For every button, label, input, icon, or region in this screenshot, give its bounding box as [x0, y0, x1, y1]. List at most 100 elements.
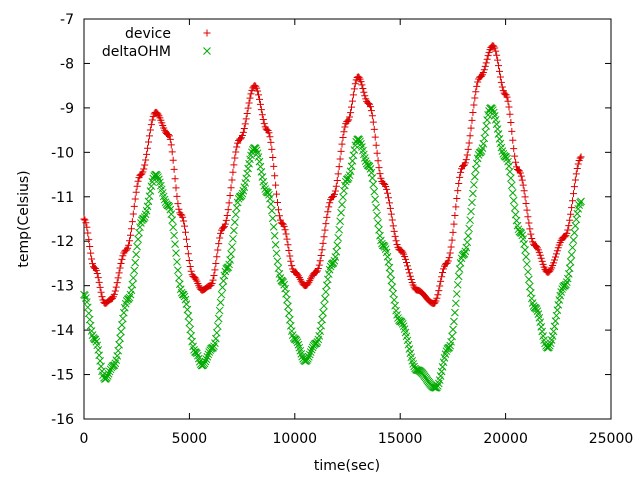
- data-point: [131, 195, 139, 203]
- data-point: [144, 144, 152, 152]
- data-point: [370, 125, 378, 133]
- data-point: [516, 169, 524, 177]
- data-point: [155, 175, 163, 184]
- data-point: [268, 214, 277, 223]
- data-point: [570, 228, 579, 237]
- data-point: [115, 340, 123, 349]
- data-point: [97, 288, 105, 296]
- data-point: [538, 327, 547, 336]
- data-point: [183, 305, 192, 314]
- data-point: [454, 272, 463, 281]
- data-point: [496, 73, 504, 81]
- x-tick-label: 0: [80, 431, 89, 447]
- data-point: [313, 338, 322, 346]
- data-point: [434, 291, 442, 299]
- data-point: [577, 153, 585, 161]
- data-point: [333, 177, 341, 185]
- data-point: [538, 257, 546, 265]
- data-point: [326, 199, 334, 207]
- data-point: [257, 168, 266, 176]
- data-point: [173, 192, 181, 200]
- data-point: [212, 328, 221, 337]
- data-point: [266, 133, 274, 141]
- data-point: [356, 137, 364, 146]
- data-point: [481, 128, 490, 137]
- plot-frame: [83, 18, 612, 420]
- data-point: [346, 113, 354, 121]
- data-point: [448, 236, 456, 244]
- data-point: [481, 62, 489, 70]
- data-point: [468, 116, 476, 124]
- data-point: [467, 124, 475, 132]
- y-tick-label: -14: [51, 323, 74, 339]
- data-point: [281, 226, 289, 234]
- data-point: [371, 133, 379, 141]
- data-point: [332, 247, 341, 256]
- data-point: [576, 154, 584, 162]
- data-point: [82, 219, 90, 227]
- data-point: [133, 242, 141, 251]
- data-point: [87, 249, 95, 257]
- y-axis-label: temp(Celsius): [16, 170, 32, 267]
- data-point: [264, 188, 272, 197]
- data-point: [573, 164, 581, 172]
- data-point: [319, 308, 327, 317]
- data-point: [495, 134, 504, 143]
- data-point: [445, 343, 454, 352]
- data-point: [211, 266, 219, 274]
- data-point: [142, 156, 150, 164]
- data-point: [113, 279, 121, 287]
- data-point: [282, 230, 290, 238]
- data-point: [317, 321, 326, 330]
- x-tick-label: 15000: [378, 431, 423, 447]
- data-point: [154, 173, 162, 181]
- data-point: [228, 242, 236, 251]
- data-point: [567, 251, 576, 259]
- data-point: [257, 106, 265, 114]
- data-point: [304, 354, 312, 363]
- data-point: [191, 274, 199, 282]
- data-point: [181, 295, 190, 304]
- data-point: [524, 213, 532, 221]
- data-point: [154, 110, 162, 118]
- data-point: [453, 195, 461, 203]
- data-point: [359, 84, 367, 92]
- data-point: [126, 237, 134, 245]
- data-point: [520, 187, 528, 195]
- data-point: [403, 258, 411, 266]
- data-point: [209, 276, 217, 284]
- data-point: [112, 283, 120, 291]
- data-point: [225, 199, 233, 207]
- data-point: [386, 204, 394, 212]
- data-point: [160, 195, 169, 204]
- data-point: [218, 283, 227, 292]
- data-point: [564, 226, 572, 234]
- data-point: [335, 225, 344, 234]
- data-point: [449, 228, 457, 236]
- data-point: [252, 82, 260, 90]
- data-point: [170, 165, 178, 173]
- data-point: [169, 223, 178, 232]
- data-point: [510, 145, 518, 153]
- data-point: [88, 331, 97, 340]
- legend: device deltaOHM: [102, 26, 211, 60]
- data-point: [371, 195, 380, 204]
- data-point: [468, 198, 476, 207]
- data-point: [472, 159, 481, 168]
- data-point: [357, 78, 365, 86]
- data-point: [193, 351, 202, 360]
- data-point: [339, 133, 347, 141]
- data-point: [231, 210, 240, 219]
- data-point: [388, 216, 396, 224]
- data-point: [315, 261, 323, 269]
- data-point: [348, 97, 356, 105]
- data-point: [451, 299, 460, 308]
- data-point: [536, 251, 544, 259]
- data-point: [454, 187, 462, 195]
- data-point: [508, 189, 517, 197]
- data-point: [143, 150, 151, 158]
- data-point: [116, 264, 124, 272]
- data-point: [165, 132, 173, 140]
- data-point: [519, 181, 527, 189]
- data-point: [450, 220, 458, 228]
